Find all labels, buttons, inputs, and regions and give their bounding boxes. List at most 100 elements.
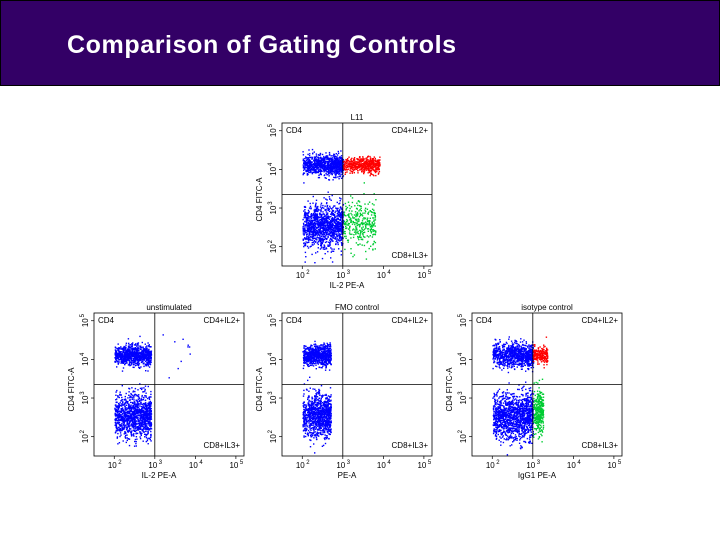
data-point xyxy=(340,223,343,225)
data-point xyxy=(366,161,368,163)
data-point xyxy=(146,356,149,358)
data-point xyxy=(331,158,333,160)
data-point xyxy=(341,207,343,209)
data-point xyxy=(339,235,342,238)
data-point xyxy=(309,246,311,248)
data-point xyxy=(146,433,149,435)
data-point xyxy=(332,164,334,167)
data-point xyxy=(114,354,116,356)
data-point xyxy=(307,209,310,212)
data-point xyxy=(118,404,120,406)
data-point xyxy=(351,201,354,204)
data-point xyxy=(361,158,363,160)
data-point xyxy=(133,413,136,416)
data-point xyxy=(321,220,323,222)
data-point xyxy=(318,223,321,225)
data-point xyxy=(303,160,305,162)
data-point xyxy=(125,400,127,402)
data-point xyxy=(116,411,119,413)
data-point xyxy=(125,407,127,409)
data-point xyxy=(137,357,139,359)
data-point xyxy=(137,344,139,346)
data-point xyxy=(309,236,311,238)
data-point xyxy=(338,162,340,165)
data-point xyxy=(338,175,341,177)
data-point xyxy=(307,161,309,164)
data-point xyxy=(144,399,147,402)
data-point xyxy=(121,396,123,399)
data-point xyxy=(333,248,335,250)
data-point xyxy=(369,159,372,161)
data-point xyxy=(316,207,319,209)
data-point xyxy=(372,158,374,161)
data-point xyxy=(117,396,119,398)
data-point xyxy=(340,164,342,166)
data-point xyxy=(347,241,349,243)
data-point xyxy=(344,223,347,225)
data-point xyxy=(333,218,335,220)
data-point xyxy=(133,418,135,420)
data-point xyxy=(333,227,335,229)
data-point xyxy=(371,236,374,238)
data-point xyxy=(143,354,145,356)
data-point xyxy=(311,237,314,239)
data-point xyxy=(120,358,122,360)
data-point xyxy=(373,193,375,195)
data-point xyxy=(309,161,311,164)
data-point xyxy=(141,428,144,431)
data-point xyxy=(316,236,318,238)
data-point xyxy=(147,427,149,429)
data-point xyxy=(148,356,150,358)
data-point xyxy=(362,212,364,214)
data-point xyxy=(150,390,152,393)
data-point xyxy=(366,224,368,226)
data-point xyxy=(130,362,133,365)
data-point xyxy=(322,231,325,233)
data-point xyxy=(127,345,130,348)
data-point xyxy=(114,409,117,411)
data-point xyxy=(125,350,128,352)
data-point xyxy=(147,362,149,365)
data-point xyxy=(362,234,364,236)
data-point xyxy=(319,156,322,158)
data-point xyxy=(315,218,317,220)
data-point xyxy=(139,431,141,433)
data-point xyxy=(324,158,326,160)
data-point xyxy=(349,230,351,232)
data-point xyxy=(145,433,147,436)
data-point xyxy=(135,349,138,351)
data-point xyxy=(123,352,126,354)
data-point xyxy=(360,230,362,232)
data-point xyxy=(306,238,309,240)
data-point xyxy=(122,367,125,369)
data-point xyxy=(135,429,137,432)
data-point xyxy=(363,169,365,171)
data-point xyxy=(124,419,126,421)
data-point xyxy=(371,168,373,170)
data-point xyxy=(314,158,316,161)
data-point xyxy=(320,207,323,210)
plot-l11: L11 CD4 CD4+IL2+ CD8+IL3+ 10 2 10 3 10 4 10 5 10 2 10 3… xyxy=(252,110,433,290)
data-point xyxy=(332,172,334,174)
data-point xyxy=(149,409,151,411)
x-tick-label: 10 xyxy=(296,271,305,280)
data-point xyxy=(125,351,127,354)
data-point xyxy=(324,205,326,207)
data-point xyxy=(127,348,129,350)
data-point xyxy=(308,216,310,218)
data-point xyxy=(364,169,366,171)
data-point xyxy=(150,393,152,396)
data-point xyxy=(346,166,348,169)
data-point xyxy=(129,397,131,399)
data-point xyxy=(124,411,126,413)
data-point xyxy=(362,157,364,159)
data-point xyxy=(120,346,122,348)
data-point xyxy=(351,223,354,225)
data-point xyxy=(148,412,151,414)
data-point xyxy=(356,166,358,168)
data-point xyxy=(367,212,369,214)
data-point xyxy=(129,364,131,367)
data-point xyxy=(145,392,147,394)
data-point xyxy=(330,169,332,171)
